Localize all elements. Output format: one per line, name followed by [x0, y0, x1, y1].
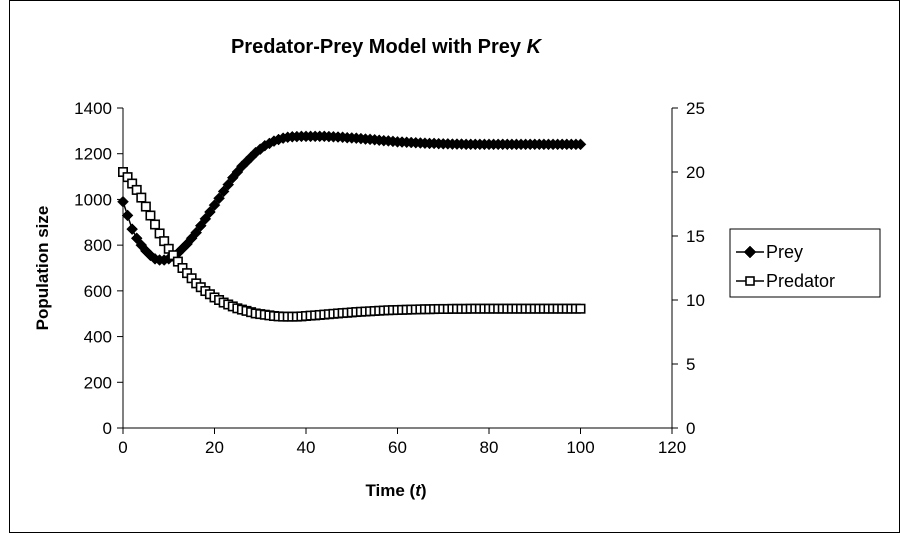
legend-prey-label: Prey [766, 242, 803, 262]
prey-point [130, 232, 143, 245]
prey-point [204, 206, 216, 218]
prey-point [199, 213, 212, 225]
legend-box [729, 228, 881, 298]
predator-point [145, 210, 156, 221]
prey-point [222, 178, 235, 191]
predator-point [136, 192, 147, 203]
predator-point [150, 219, 161, 230]
y-tick-label-right: 15 [686, 227, 705, 246]
predator-point [140, 201, 151, 212]
x-tick-label: 100 [566, 438, 594, 457]
y-tick-label-right: 20 [686, 163, 705, 182]
y-tick-label-left: 400 [84, 328, 112, 347]
prey-point [574, 138, 587, 151]
prey-point [126, 223, 139, 235]
y-tick-label-right: 10 [686, 291, 705, 310]
y-tick-label-left: 1200 [74, 145, 112, 164]
y-tick-label-right: 5 [686, 355, 695, 374]
prey-point [121, 209, 134, 222]
legend: Prey Predator [729, 228, 881, 298]
y-tick-label-left: 600 [84, 282, 112, 301]
y-tick-label-right: 0 [686, 419, 695, 438]
x-tick-label: 0 [118, 438, 127, 457]
legend-predator-label: Predator [766, 271, 835, 291]
prey-point [194, 219, 207, 232]
y-tick-label-left: 1400 [74, 99, 112, 118]
legend-prey-marker [743, 245, 757, 259]
predator-point [575, 303, 586, 314]
y-tick-label-left: 200 [84, 373, 112, 392]
y-axis-title: Population size [33, 206, 52, 331]
y-tick-label-left: 800 [84, 236, 112, 255]
legend-predator-marker [745, 276, 755, 286]
chart-title: Predator-Prey Model with Prey K [231, 36, 543, 58]
x-axis-title: Time (t) [365, 481, 426, 500]
y-tick-label-left: 1000 [74, 190, 112, 209]
ticks-layer: 0 20 40 60 80 100 1200200400600800100012001400… [74, 99, 705, 457]
x-tick-label: 20 [205, 438, 224, 457]
prey-point [190, 226, 203, 239]
prey-point [117, 195, 129, 208]
x-tick-label: 80 [480, 438, 499, 457]
x-tick-label: 120 [658, 438, 686, 457]
x-tick-label: 40 [297, 438, 316, 457]
x-tick-label: 60 [388, 438, 407, 457]
series-layer [117, 130, 587, 322]
y-tick-label-left: 0 [103, 419, 112, 438]
prey-point [217, 185, 230, 198]
prey-point [208, 199, 221, 211]
prey-point [213, 192, 225, 205]
y-tick-label-right: 25 [686, 99, 705, 118]
